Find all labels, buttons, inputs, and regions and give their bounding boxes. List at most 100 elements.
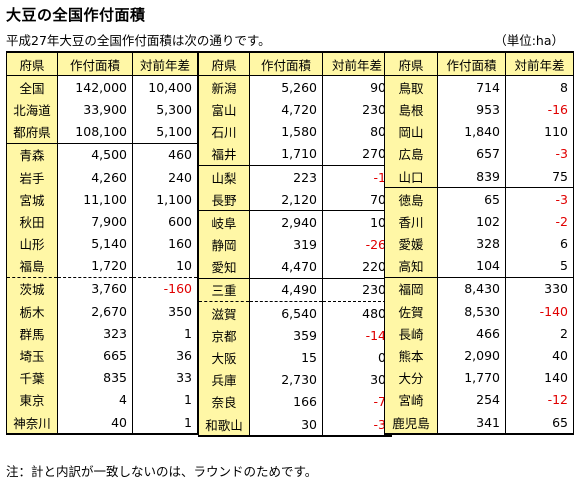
- prefecture-cell: 鹿児島: [383, 411, 439, 436]
- table-row: 山梨 223 -1: [198, 164, 392, 189]
- area-cell: 3,760: [57, 276, 133, 301]
- area-cell: 40: [57, 411, 133, 436]
- table-row: 三重 4,490 230: [198, 277, 392, 302]
- table-row: 岐阜 2,940 10: [198, 210, 392, 234]
- diff-cell: 10: [132, 254, 198, 278]
- diff-cell: 110: [505, 120, 574, 143]
- area-cell: 657: [437, 142, 506, 165]
- diff-cell: -12: [505, 388, 574, 411]
- prefecture-cell: 宮崎: [383, 388, 439, 411]
- column-header: 作付面積: [437, 51, 506, 77]
- table-header-row: 府県 作付面積 対前年差: [383, 51, 574, 77]
- prefecture-cell: 秋田: [6, 210, 58, 233]
- diff-cell: 10,400: [132, 75, 198, 99]
- table-row: 埼玉 665 36: [6, 344, 198, 367]
- diff-cell: 5: [505, 254, 574, 278]
- prefecture-cell: 千葉: [6, 366, 58, 389]
- diff-cell: 350: [132, 300, 198, 323]
- area-cell: 839: [437, 164, 506, 188]
- table-row: 香川 102 -2: [383, 210, 574, 233]
- area-cell: 11,100: [57, 188, 133, 211]
- table-row: 北海道 33,900 5,300: [6, 98, 198, 121]
- table-row: 大阪 15 0: [198, 346, 392, 369]
- area-cell: 4: [57, 388, 133, 411]
- diff-cell: 330: [505, 276, 574, 301]
- prefecture-cell: 宮城: [6, 188, 58, 211]
- diff-cell: 8: [505, 75, 574, 99]
- table-row: 神奈川 40 1: [6, 411, 198, 436]
- prefecture-cell: 群馬: [6, 322, 58, 345]
- diff-cell: 75: [505, 164, 574, 188]
- prefecture-cell: 埼玉: [6, 344, 58, 367]
- area-cell: 8,530: [437, 300, 506, 323]
- table-header-row: 府県 作付面積 対前年差: [6, 51, 198, 77]
- table-row: 島根 953 -16: [383, 98, 574, 121]
- table-row: 徳島 65 -3: [383, 187, 574, 211]
- area-cell: 2,120: [249, 188, 323, 211]
- prefecture-cell: 山形: [6, 232, 58, 255]
- prefecture-cell: 富山: [198, 98, 250, 121]
- table-row: 京都 359 -14: [198, 324, 392, 347]
- area-cell: 466: [437, 322, 506, 345]
- prefecture-cell: 新潟: [198, 75, 250, 99]
- prefecture-cell: 広島: [383, 142, 439, 165]
- area-cell: 323: [57, 322, 133, 345]
- table-row: 福島 1,720 10: [6, 254, 198, 278]
- table-row: 東京 4 1: [6, 388, 198, 411]
- diff-cell: 0: [322, 346, 392, 369]
- prefecture-cell: 岡山: [383, 120, 439, 143]
- prefecture-cell: 全国: [6, 75, 58, 99]
- column-header: 府県: [6, 51, 58, 77]
- diff-cell: -2: [505, 210, 574, 233]
- area-cell: 835: [57, 366, 133, 389]
- table-row: 福岡 8,430 330: [383, 276, 574, 301]
- prefecture-cell: 福井: [198, 142, 250, 166]
- area-cell: 15: [249, 346, 323, 369]
- prefecture-cell: 大分: [383, 366, 439, 389]
- table-row: 秋田 7,900 600: [6, 210, 198, 233]
- area-cell: 2,940: [249, 210, 323, 234]
- column-header: 府県: [198, 51, 250, 77]
- area-cell: 953: [437, 98, 506, 121]
- prefecture-cell: 北海道: [6, 98, 58, 121]
- diff-cell: -140: [505, 300, 574, 323]
- area-cell: 665: [57, 344, 133, 367]
- table-row: 滋賀 6,540 480: [198, 301, 392, 325]
- diff-cell: 230: [322, 277, 392, 302]
- subtitle: 平成27年大豆の全国作付面積は次の通りです。: [6, 33, 271, 48]
- table-row: 長崎 466 2: [383, 322, 574, 345]
- area-cell: 1,720: [57, 254, 133, 278]
- diff-cell: 30: [322, 368, 392, 391]
- unit-label: （単位:ha）: [494, 33, 564, 48]
- diff-cell: 5,300: [132, 98, 198, 121]
- diff-cell: 5,100: [132, 120, 198, 144]
- area-cell: 142,000: [57, 75, 133, 99]
- prefecture-cell: 大阪: [198, 346, 250, 369]
- diff-cell: 33: [132, 366, 198, 389]
- table-row: 宮城 11,100 1,100: [6, 188, 198, 211]
- area-cell: 8,430: [437, 276, 506, 301]
- table-row: 千葉 835 33: [6, 366, 198, 389]
- area-cell: 30: [249, 413, 323, 438]
- table-row: 大分 1,770 140: [383, 366, 574, 389]
- footnote: 注：計と内訳が一致しないのは、ラウンドのためです。: [6, 464, 318, 479]
- prefecture-cell: 愛媛: [383, 232, 439, 255]
- prefecture-cell: 熊本: [383, 344, 439, 367]
- area-cell: 4,470: [249, 255, 323, 279]
- table-row: 全国 142,000 10,400: [6, 75, 198, 99]
- prefecture-cell: 長崎: [383, 322, 439, 345]
- area-cell: 6,540: [249, 301, 323, 325]
- table-column-1: 府県 作付面積 対前年差 全国 142,000 10,400 北海道 33,900 5,300 都…: [6, 51, 198, 436]
- prefecture-cell: 京都: [198, 324, 250, 347]
- area-cell: 102: [437, 210, 506, 233]
- table-row: 山形 5,140 160: [6, 232, 198, 255]
- prefecture-cell: 島根: [383, 98, 439, 121]
- prefecture-cell: 三重: [198, 277, 250, 302]
- area-cell: 4,490: [249, 277, 323, 302]
- prefecture-cell: 茨城: [6, 276, 58, 301]
- prefecture-cell: 高知: [383, 254, 439, 278]
- prefecture-cell: 福岡: [383, 276, 439, 301]
- column-header: 府県: [383, 51, 439, 77]
- prefecture-cell: 佐賀: [383, 300, 439, 323]
- area-cell: 4,500: [57, 142, 133, 166]
